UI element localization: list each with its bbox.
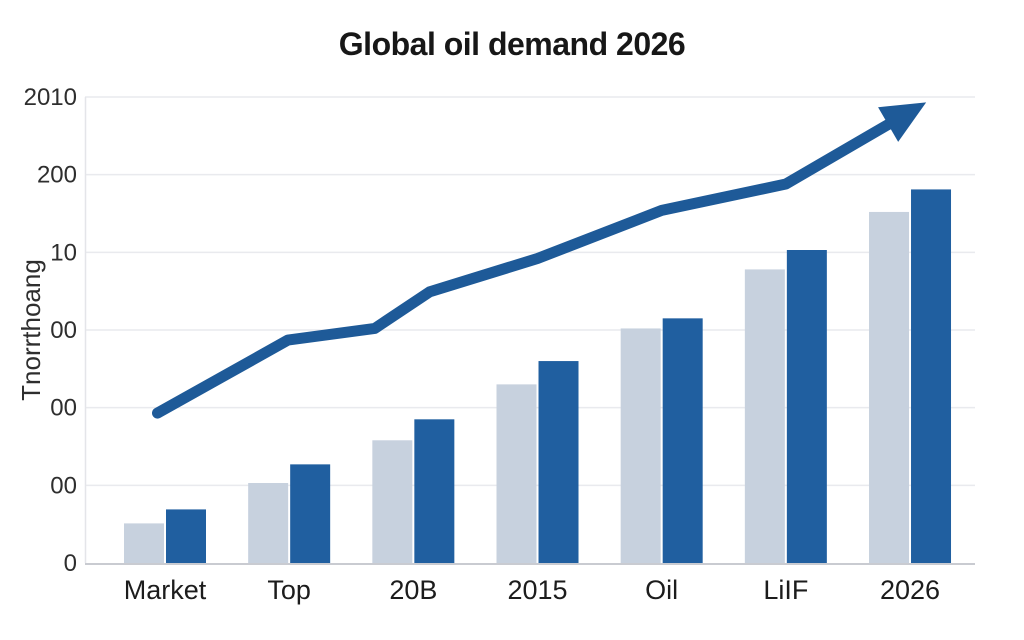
x-category-label: Market [124,575,207,605]
x-category-label: LiIF [763,575,808,605]
bar-light [124,523,164,563]
y-tick-label: 2010 [24,84,77,111]
y-tick-label: 00 [50,472,77,499]
bar-dark [662,318,703,563]
bar-light [620,328,661,563]
x-category-label: 20B [389,575,437,605]
x-category-label: Oil [645,575,678,605]
y-tick-label: 00 [50,317,77,344]
x-category-label: Top [267,575,311,605]
chart-title: Global oil demand 2026 [338,26,686,62]
bar-light [248,483,289,563]
bar-dark [414,419,455,563]
bar-dark [538,361,579,563]
bar-dark [290,464,331,563]
arrowhead-icon [878,102,927,142]
bar-dark [911,189,952,563]
bar-light [744,269,785,563]
y-tick-label: 0 [64,550,77,577]
trend-line [152,112,906,419]
x-category-label: 2026 [880,575,940,605]
bar-light [496,384,537,563]
y-tick-label: 00 [50,395,77,422]
bar-dark [166,509,206,563]
bar-light [869,211,910,564]
y-tick-label: 10 [50,239,77,266]
y-tick-label: 200 [37,162,77,189]
bar-light [372,440,413,563]
y-axis-title: Tnorrthoang [16,259,46,401]
bar-dark [786,250,827,563]
x-category-label: 2015 [507,575,567,605]
